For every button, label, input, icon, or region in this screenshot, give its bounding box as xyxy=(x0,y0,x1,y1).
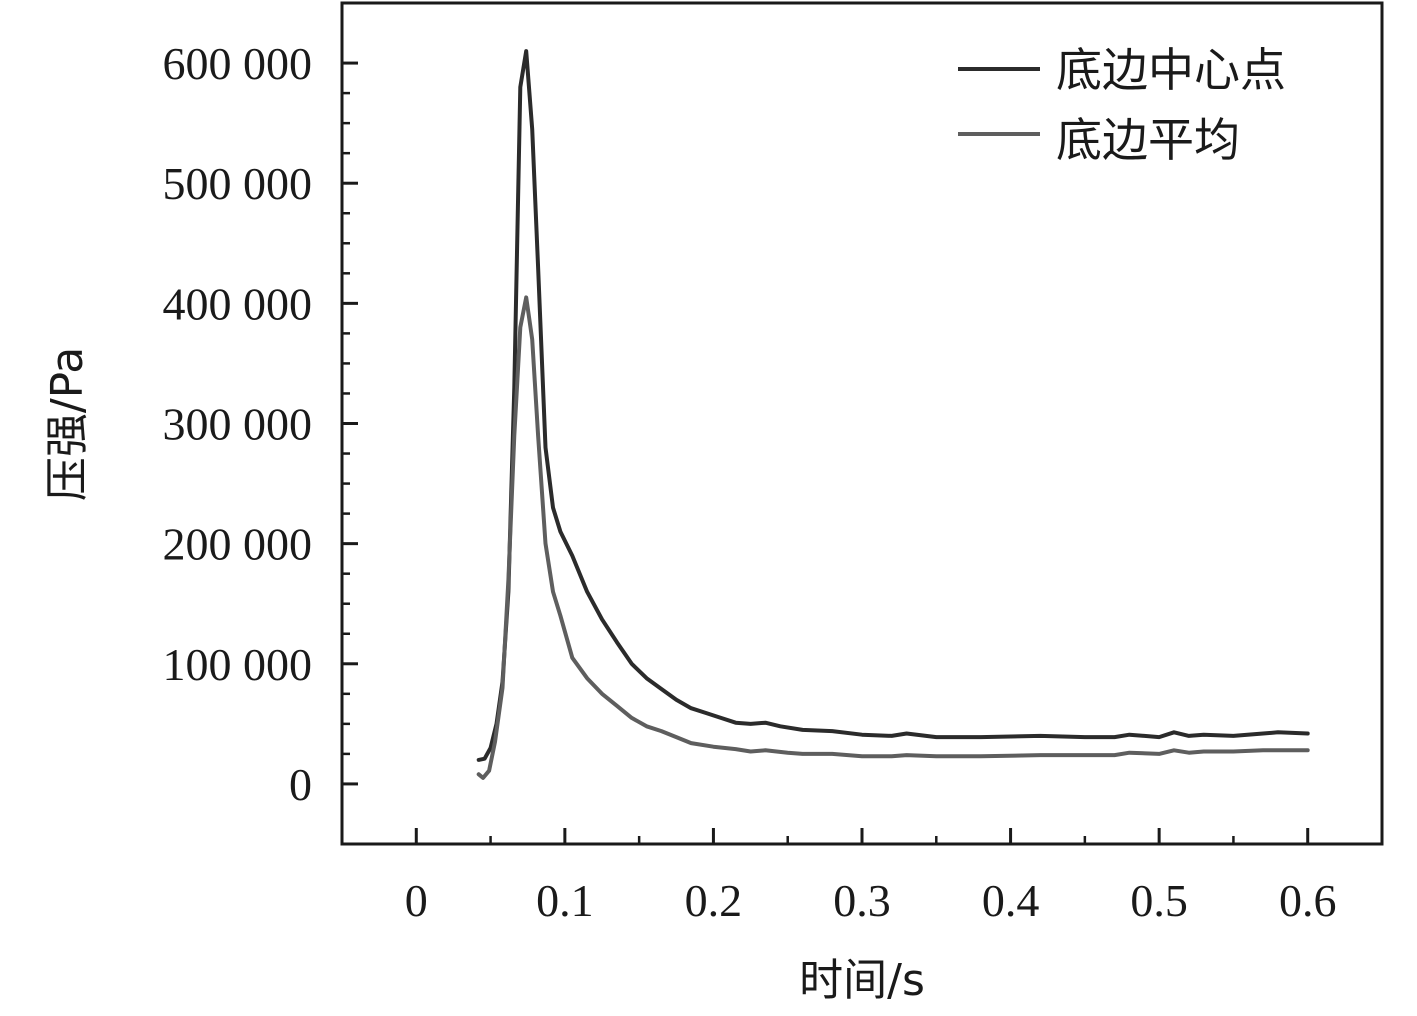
x-tick-label: 0.3 xyxy=(833,875,891,926)
x-axis: 0 0.1 0.2 0.3 0.4 0.5 0.6 xyxy=(405,828,1337,926)
x-tick-label: 0.4 xyxy=(982,875,1040,926)
y-tick-label: 0 xyxy=(289,759,312,810)
x-tick-label: 0.5 xyxy=(1130,875,1188,926)
x-tick-label: 0 xyxy=(405,875,428,926)
y-tick-label: 600 000 xyxy=(163,38,313,89)
y-axis-title: 压强/Pa xyxy=(42,347,93,501)
y-tick-label: 200 000 xyxy=(163,519,313,570)
y-tick-label: 500 000 xyxy=(163,158,313,209)
y-tick-label: 300 000 xyxy=(163,399,313,450)
x-tick-label: 0.2 xyxy=(685,875,743,926)
x-tick-label: 0.6 xyxy=(1279,875,1337,926)
x-axis-title: 时间/s xyxy=(799,955,925,1006)
series-layer xyxy=(476,49,1310,780)
y-tick-label: 400 000 xyxy=(163,278,313,329)
series-line-0 xyxy=(476,49,1310,762)
series-line-1 xyxy=(476,295,1310,780)
legend-label-series-1: 底边平均 xyxy=(1056,113,1240,167)
legend-label-series-0: 底边中心点 xyxy=(1056,43,1286,97)
legend: 底边中心点 底边平均 xyxy=(958,43,1286,167)
x-tick-label: 0.1 xyxy=(536,875,594,926)
y-tick-label: 100 000 xyxy=(163,639,313,690)
y-axis: 0 100 000 200 000 300 000 400 000 500 000 600 … xyxy=(163,38,358,810)
